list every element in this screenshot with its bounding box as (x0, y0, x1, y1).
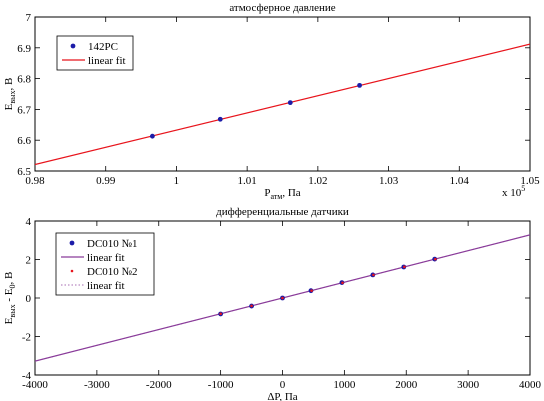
legend-box (56, 35, 134, 71)
legend-label: linear fit (87, 252, 125, 264)
x-tick-label: 0.98 (25, 175, 45, 187)
data-point (149, 133, 155, 139)
x-tick-label: 1.05 (520, 175, 540, 187)
legend-label: linear fit (88, 55, 126, 67)
y-tick-label: 6.6 (17, 135, 31, 147)
x-tick-label: 0.99 (96, 175, 116, 187)
x-tick-label: -2000 (146, 379, 172, 391)
y-tick-label: 6.5 (17, 166, 31, 178)
plot-area (35, 234, 530, 362)
chart-1: 0.98 0.99 1 1.01 1.02 1.03 1.04 1.05 6.5 6.6 6.7 6.… (3, 2, 540, 201)
fit-line (35, 43, 530, 166)
data-point (341, 281, 344, 285)
data-point (403, 265, 406, 269)
x-axis-label: Pатм, Па (264, 187, 300, 201)
y-tick-label: 0 (26, 293, 32, 305)
x-tick-label: 0 (280, 379, 286, 391)
legend-label: linear fit (87, 280, 125, 292)
x-tick-label: 1.03 (379, 175, 399, 187)
x-tick-label: 1.02 (308, 175, 327, 187)
y-tick-label: 4 (26, 216, 32, 228)
data-point (250, 304, 253, 308)
y-tick-label: 6.8 (17, 74, 31, 86)
legend-label: 142PC (88, 41, 118, 53)
data-point (287, 100, 293, 106)
data-point (281, 296, 284, 300)
data-point (372, 273, 375, 277)
fit-line (35, 234, 530, 362)
x-tick-label: -1000 (208, 379, 234, 391)
plot-frame (34, 16, 531, 172)
plot-area (35, 43, 530, 166)
y-tick-label: 2 (26, 255, 32, 267)
legend-marker (70, 269, 74, 273)
x-tick-label: 2000 (395, 379, 418, 391)
y-tick-label: 7 (26, 12, 32, 24)
x-tick-label: -4000 (22, 379, 48, 391)
data-point (219, 312, 222, 316)
chart-title: дифференциальные датчики (216, 206, 349, 218)
x-tick-label: 4000 (519, 379, 542, 391)
y-tick-label: 6.9 (17, 43, 31, 55)
legend-label: DC010 №2 (87, 266, 138, 278)
legend-marker (70, 43, 76, 49)
chart-2: -4000 -3000 -2000 -1000 0 1000 2000 3000 4000 -4 -… (3, 206, 542, 401)
data-point (310, 289, 313, 292)
x-multiplier: x 105 (502, 184, 525, 199)
x-tick-label: -3000 (84, 379, 110, 391)
data-point (357, 82, 362, 88)
data-point (217, 116, 223, 122)
y-axis-label: Eвых - E0, В (3, 272, 17, 325)
x-tick-label: 1 (174, 175, 180, 187)
x-tick-label: 3000 (457, 379, 480, 391)
x-tick-label: 1000 (333, 379, 356, 391)
legend-marker (69, 240, 75, 246)
data-point (434, 257, 437, 261)
legend-label: DC010 №1 (87, 238, 138, 250)
x-tick-label: 1.01 (238, 175, 257, 187)
y-tick-label: 6.7 (17, 104, 31, 116)
y-tick-label: -2 (22, 332, 31, 344)
y-axis-label: Eвых, В (3, 78, 17, 111)
x-axis-label: ΔP, Па (267, 391, 297, 401)
x-tick-label: 1.04 (450, 175, 470, 187)
chart-title: атмосферное давление (229, 2, 335, 14)
y-tick-label: -4 (22, 370, 32, 382)
